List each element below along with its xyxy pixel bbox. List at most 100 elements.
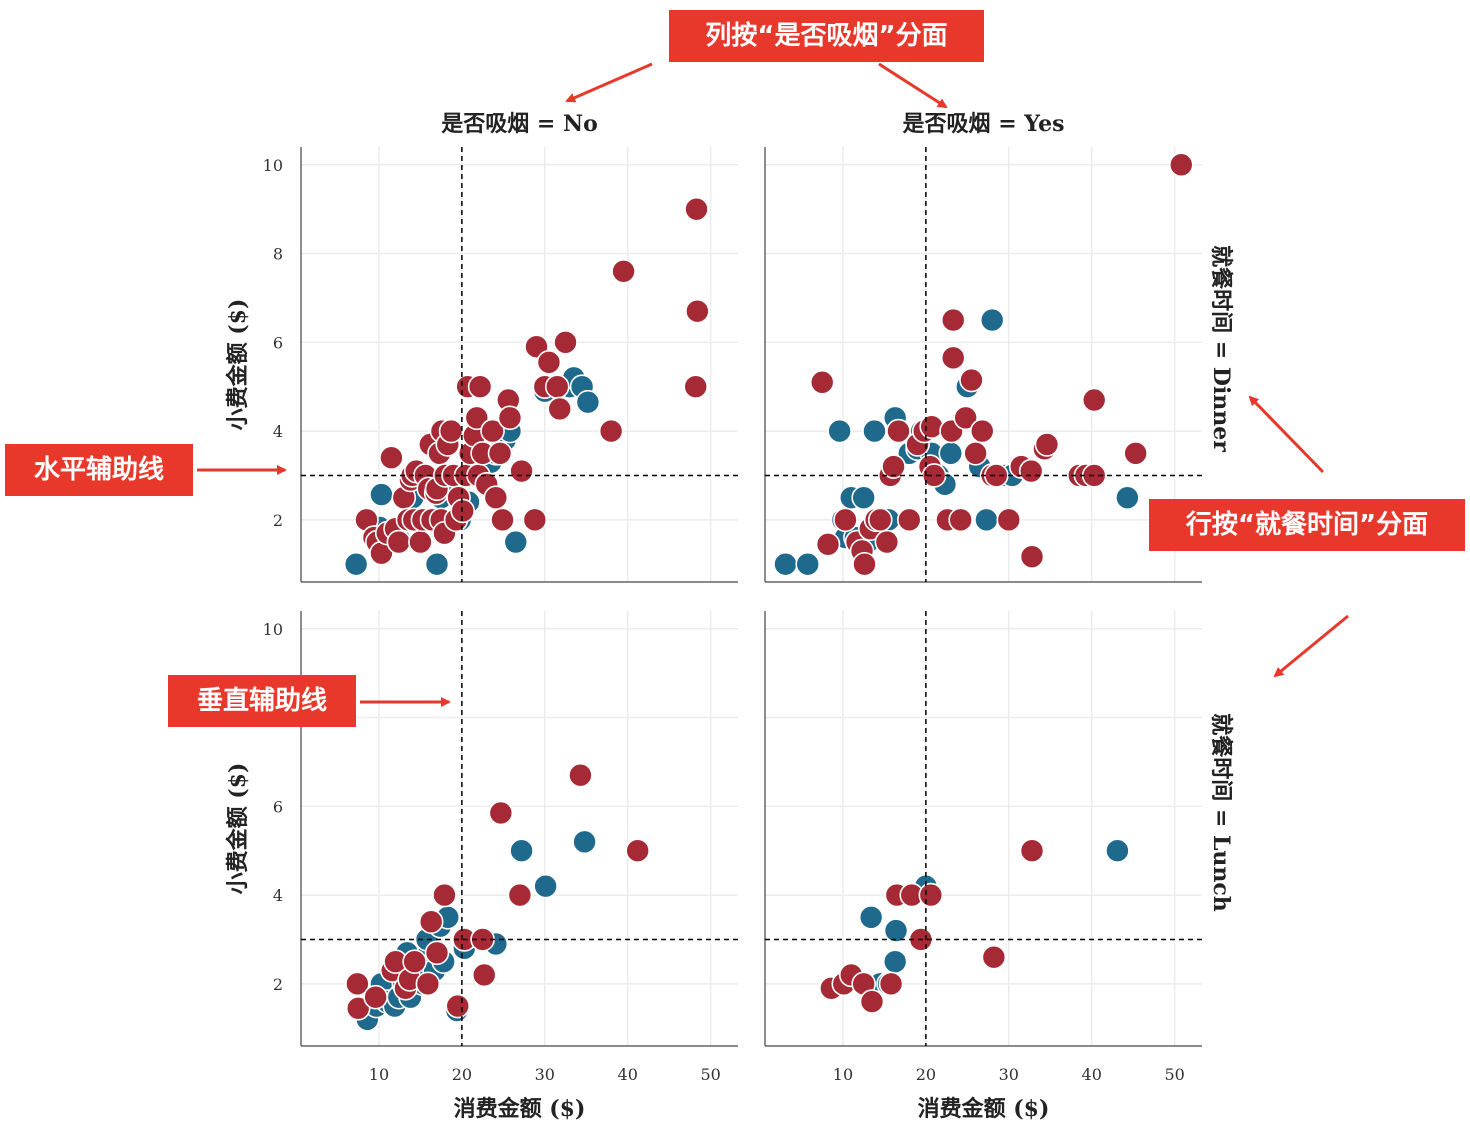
data-point: [408, 529, 433, 555]
data-point: [851, 485, 876, 510]
data-point: [859, 989, 885, 1014]
data-point: [1168, 152, 1194, 178]
x-tick-label: 40: [618, 1065, 638, 1084]
data-point: [402, 949, 427, 974]
data-point: [363, 984, 388, 1010]
data-point: [345, 971, 370, 997]
x-tick-label: 20: [916, 1065, 936, 1084]
data-point: [497, 405, 523, 431]
data-point: [827, 418, 852, 444]
data-point: [464, 405, 490, 431]
row-facet-callout: 行按“就餐时间”分面: [1149, 499, 1465, 551]
data-point: [509, 458, 534, 484]
y-tick-label: 10: [263, 620, 283, 639]
y-tick-label: 6: [273, 797, 283, 816]
data-point: [1115, 485, 1140, 510]
x-tick-label: 50: [1164, 1065, 1184, 1084]
x-tick-label: 10: [369, 1065, 389, 1084]
arrow-row-bottom: [1273, 614, 1349, 678]
data-point: [471, 962, 497, 988]
data-point: [1081, 387, 1107, 413]
data-point: [509, 838, 534, 863]
column-facet-title: 是否吸烟 = No: [441, 111, 598, 137]
arrow-column-left: [565, 62, 653, 103]
data-point: [507, 882, 533, 908]
data-point: [450, 498, 475, 524]
column-facet-callout: 列按“是否吸烟”分面: [669, 10, 984, 62]
y-tick-label: 8: [273, 245, 283, 264]
data-point: [553, 330, 578, 355]
facet-panel-dinner-yes: 是否吸烟 = Yes 就餐时间 = Dinner: [764, 111, 1234, 583]
data-point: [533, 873, 558, 899]
data-point: [683, 374, 709, 399]
data-point: [918, 882, 944, 908]
y-tick-label: 4: [273, 422, 283, 441]
data-point: [445, 993, 471, 1019]
data-point: [938, 440, 964, 466]
arrow-column-right: [878, 62, 948, 109]
data-point: [487, 440, 513, 466]
data-point: [953, 405, 978, 431]
horizontal-line-callout: 水平辅助线: [5, 444, 193, 496]
data-point: [883, 918, 909, 943]
data-point: [948, 507, 973, 533]
data-point: [815, 531, 841, 557]
data-point: [343, 551, 369, 577]
data-point: [862, 418, 887, 444]
data-point: [867, 507, 893, 533]
y-tick-label: 10: [263, 156, 283, 175]
data-point: [974, 507, 999, 533]
data-point: [547, 396, 573, 422]
row-facet-title: 就餐时间 = Lunch: [1208, 713, 1234, 912]
data-point: [1019, 838, 1045, 863]
data-point: [795, 551, 821, 577]
data-point: [432, 882, 457, 908]
data-point: [874, 529, 900, 555]
data-point: [809, 369, 835, 395]
data-point: [536, 349, 562, 375]
data-point: [568, 762, 593, 788]
x-axis-title: 消费金额 ($): [454, 1096, 586, 1122]
data-point: [896, 507, 922, 533]
data-point: [1018, 458, 1044, 484]
vertical-line-callout: 垂直辅助线: [168, 675, 356, 727]
data-point: [878, 971, 904, 997]
data-point: [969, 418, 995, 444]
data-point: [858, 904, 884, 930]
y-tick-label: 6: [273, 333, 283, 352]
x-tick-label: 30: [999, 1065, 1019, 1084]
data-point: [886, 418, 911, 444]
data-point: [963, 440, 988, 466]
data-point: [386, 529, 412, 555]
data-point: [379, 445, 404, 471]
data-point: [1105, 838, 1130, 863]
data-point: [424, 940, 450, 966]
data-point: [940, 345, 966, 371]
facet-panel-lunch-yes: 10 20 30 40 50 消费金额 ($) 就餐时间 = Lunch: [764, 611, 1234, 1122]
y-axis-title: 小费金额 ($): [225, 763, 251, 895]
arrow-row-top: [1248, 395, 1325, 474]
data-point: [467, 374, 493, 399]
data-point: [833, 507, 858, 533]
x-tick-label: 30: [535, 1065, 555, 1084]
data-point: [625, 838, 650, 863]
data-point: [984, 463, 1009, 488]
annotation-arrows: [197, 62, 1349, 707]
column-facet-title: 是否吸烟 = Yes: [903, 111, 1065, 137]
data-point: [979, 307, 1005, 333]
data-point: [480, 418, 505, 444]
data-point: [572, 829, 597, 855]
data-point: [919, 414, 944, 439]
data-point: [369, 482, 394, 507]
data-point: [684, 196, 709, 222]
data-point: [852, 551, 877, 577]
y-tick-label: 2: [273, 511, 283, 530]
x-axis-title: 消费金额 ($): [918, 1096, 1050, 1122]
data-point: [415, 971, 441, 997]
data-point: [1034, 432, 1060, 457]
x-tick-label: 20: [452, 1065, 472, 1084]
data-point: [438, 418, 464, 444]
data-point: [544, 374, 570, 399]
data-point: [345, 995, 371, 1021]
